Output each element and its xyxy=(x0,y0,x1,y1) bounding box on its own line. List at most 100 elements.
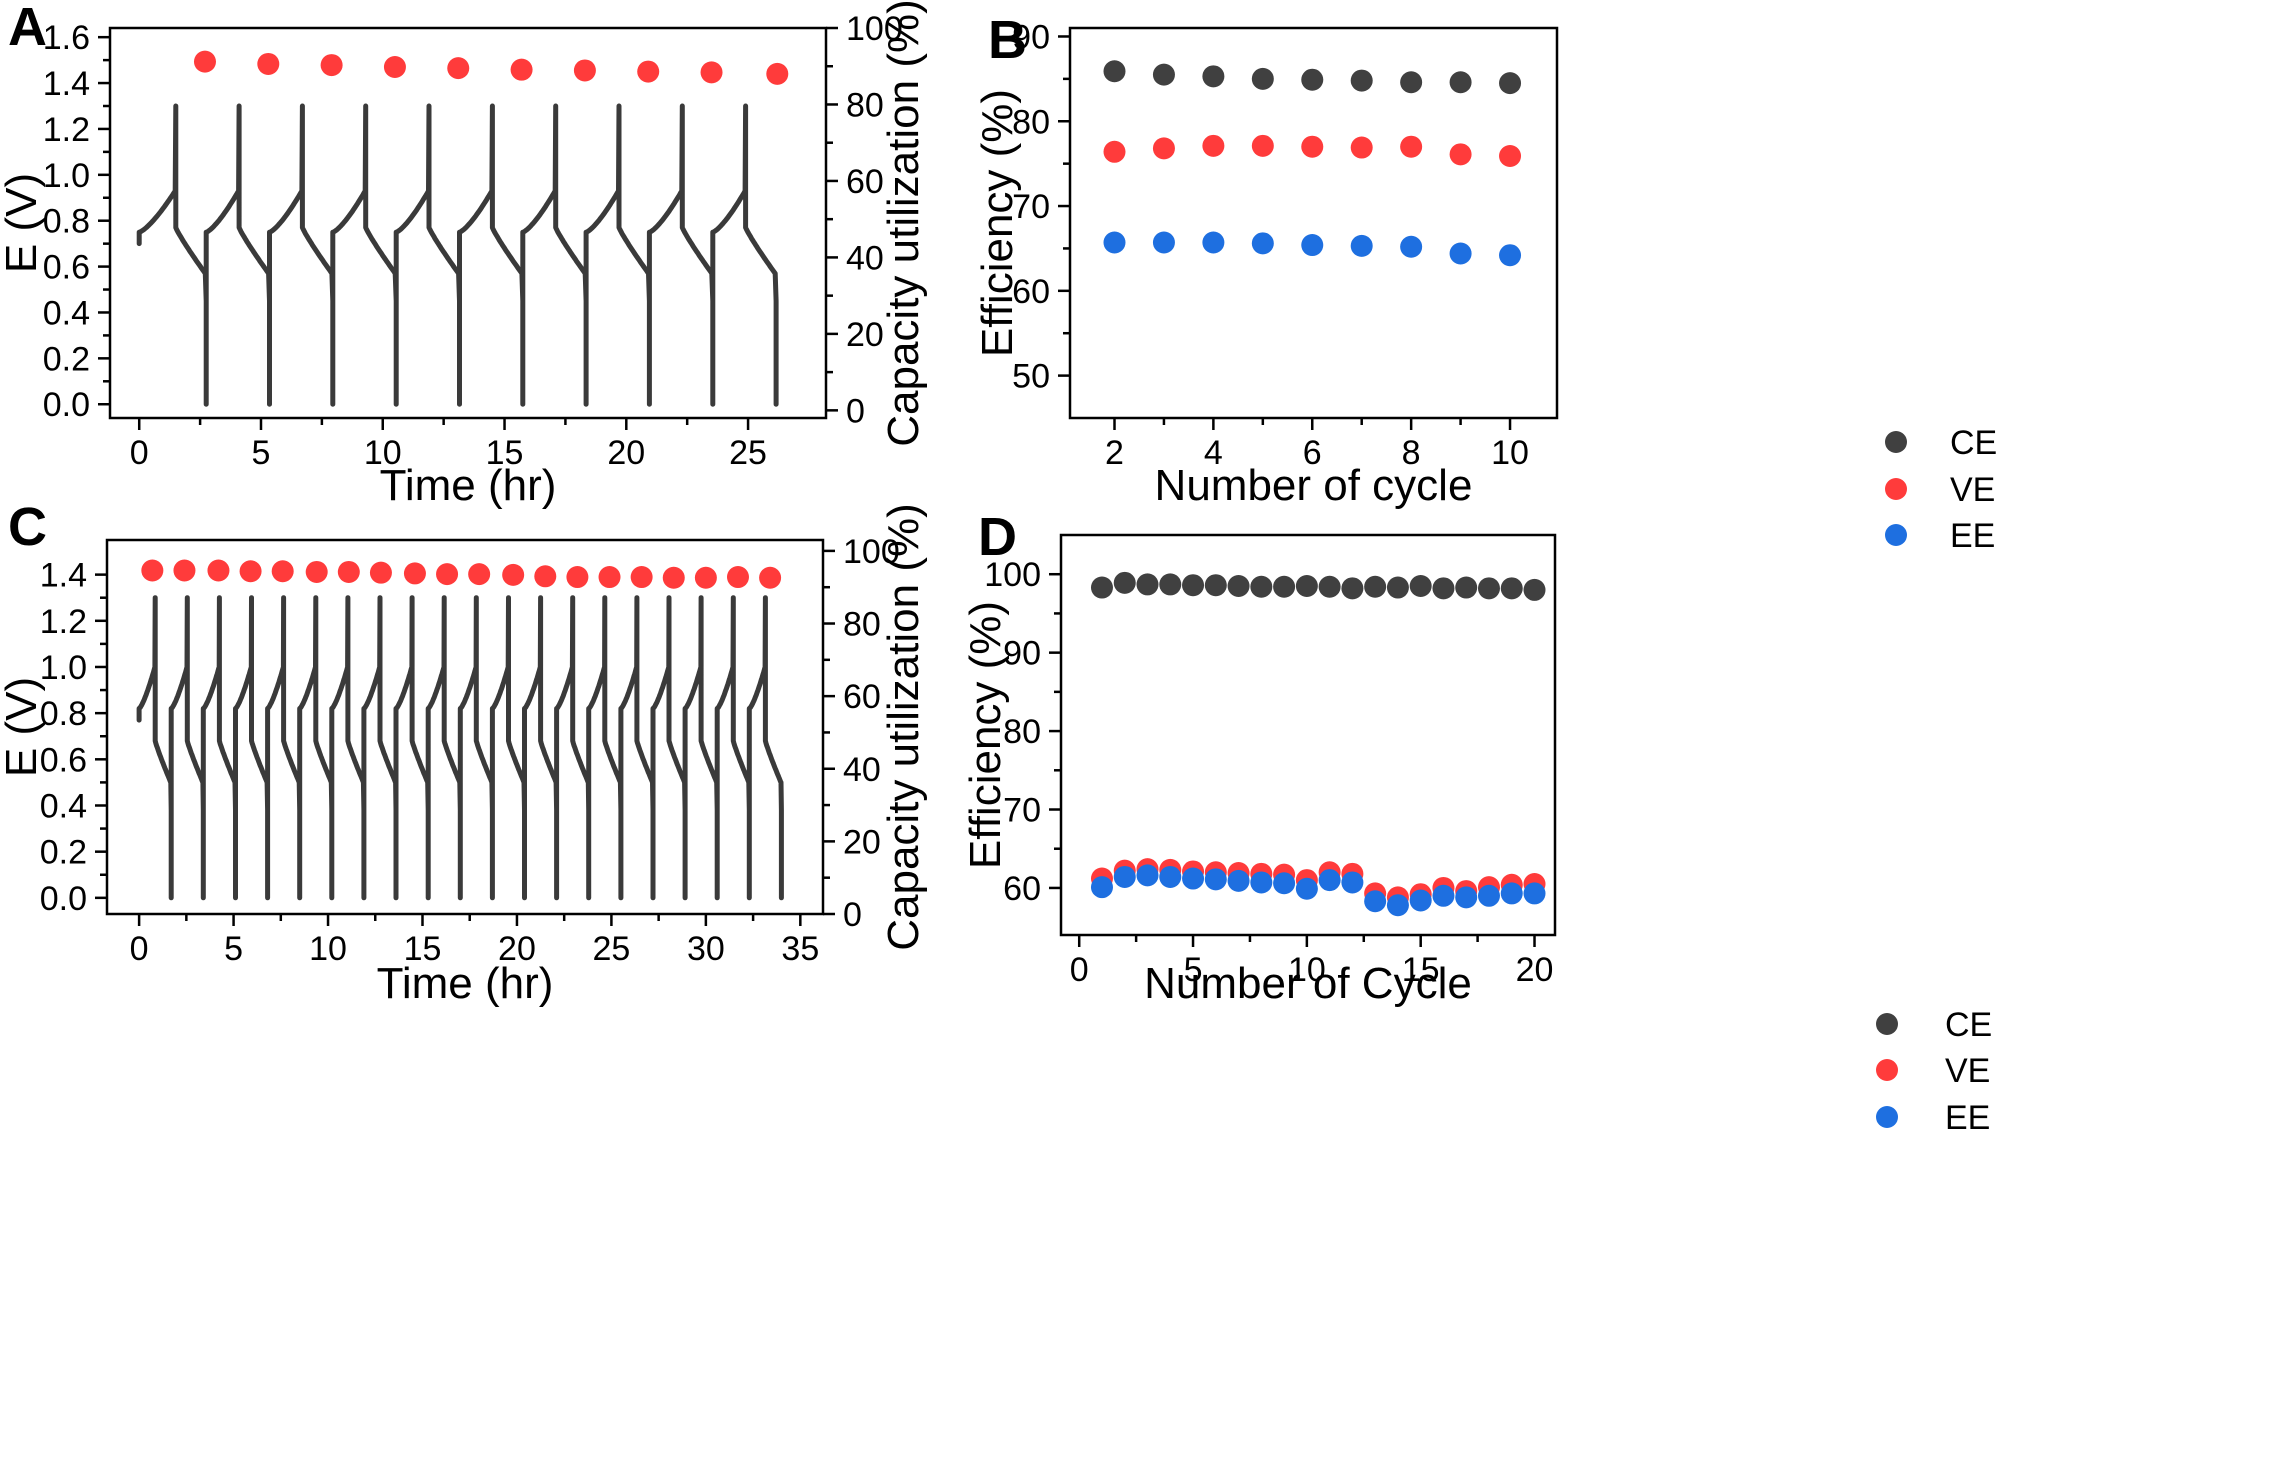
capacity-utilization-point xyxy=(193,50,216,73)
ce-point xyxy=(1090,576,1113,599)
capacity-utilization-point xyxy=(700,61,723,84)
y-tick-label: 70 xyxy=(1012,188,1050,226)
y-axis-title: E (V) xyxy=(0,173,46,273)
ee-point xyxy=(1386,894,1409,917)
ee-point xyxy=(1350,234,1373,257)
capacity-utilization-point xyxy=(573,59,596,82)
y2-tick-label: 0 xyxy=(846,392,865,430)
y-tick-label: 100 xyxy=(984,556,1041,594)
ce-point xyxy=(1159,573,1182,596)
x-tick-label: 15 xyxy=(1402,951,1440,989)
ce-point xyxy=(1523,578,1546,601)
capacity-utilization-point xyxy=(534,565,557,588)
legend-marker-ce xyxy=(1876,1013,1898,1035)
y2-tick-label: 80 xyxy=(846,86,884,124)
x-axis-title: Time (hr) xyxy=(377,959,554,1008)
capacity-utilization-point xyxy=(662,566,685,589)
y-tick-label: 0.0 xyxy=(43,386,90,424)
x-tick-label: 10 xyxy=(309,930,347,968)
x-tick-label: 20 xyxy=(1516,951,1554,989)
legend-label-ce: CE xyxy=(1950,424,1997,462)
ee-point xyxy=(1159,865,1182,888)
legend: CE VE EE xyxy=(1885,424,1997,555)
capacity-utilization-point xyxy=(239,560,262,583)
y-tick-label: 70 xyxy=(1003,792,1041,830)
ve-point xyxy=(1301,135,1324,158)
panel-d: D 0 5 10 15 20 60 70 80 90 100 Number of Cycle Effic… xyxy=(961,507,1992,1137)
y2-tick-label: 40 xyxy=(843,751,881,789)
ce-point xyxy=(1499,72,1522,95)
panel-b: B 2 4 6 8 10 50 60 70 80 90 Number of cycle Efficien… xyxy=(973,10,1997,555)
y-tick-label: 1.4 xyxy=(40,557,87,595)
x-tick-label: 25 xyxy=(592,930,630,968)
y-tick-label: 0.8 xyxy=(43,203,90,241)
capacity-utilization-point xyxy=(369,561,392,584)
y-axis-title: Efficiency (%) xyxy=(973,89,1022,357)
y2-tick-label: 60 xyxy=(843,678,881,716)
y2-tick-label: 100 xyxy=(846,10,903,48)
ve-point xyxy=(1152,137,1175,160)
ce-point xyxy=(1113,571,1136,594)
y2-tick-label: 20 xyxy=(843,823,881,861)
ce-point xyxy=(1318,575,1341,598)
y-tick-label: 0.4 xyxy=(40,787,87,825)
ee-point xyxy=(1455,886,1478,909)
ce-point xyxy=(1202,65,1225,88)
ee-point xyxy=(1318,869,1341,892)
y-tick-label: 80 xyxy=(1003,713,1041,751)
capacity-utilization-point xyxy=(447,57,470,80)
ce-point xyxy=(1432,577,1455,600)
panel-c: C 0 5 10 15 20 25 30 35 0.0 0.2 0.4 0.6 0.8 1.0 1.2 1.4 T… xyxy=(0,497,928,1008)
panel-letter-d: D xyxy=(978,507,1017,567)
x-tick-label: 5 xyxy=(224,930,243,968)
ve-point xyxy=(1449,143,1472,166)
y2-tick-label: 80 xyxy=(843,606,881,644)
ce-point xyxy=(1251,67,1274,90)
y-tick-label: 50 xyxy=(1012,358,1050,396)
ee-point xyxy=(1523,882,1546,905)
ce-point xyxy=(1386,576,1409,599)
ee-point xyxy=(1295,877,1318,900)
x-tick-label: 20 xyxy=(607,434,645,472)
legend-marker-ce xyxy=(1885,431,1907,453)
ce-point xyxy=(1409,574,1432,597)
capacity-utilization-point xyxy=(337,560,360,583)
y-tick-label: 1.0 xyxy=(43,157,90,195)
legend-label-ee: EE xyxy=(1950,517,1995,555)
ce-point xyxy=(1477,577,1500,600)
ee-point xyxy=(1182,867,1205,890)
legend-label-ve: VE xyxy=(1950,471,1995,509)
capacity-utilization-point xyxy=(510,58,533,81)
x-tick-label: 30 xyxy=(687,930,725,968)
capacity-utilization-point xyxy=(173,559,196,582)
x-tick-label: 5 xyxy=(1184,951,1203,989)
y-tick-label: 0.8 xyxy=(40,695,87,733)
panel-letter-c: C xyxy=(8,497,47,557)
ce-point xyxy=(1500,577,1523,600)
y-tick-label: 0.2 xyxy=(40,834,87,872)
y-tick-label: 1.2 xyxy=(43,111,90,149)
capacity-utilization-point xyxy=(694,566,717,589)
ce-point xyxy=(1204,574,1227,597)
ee-point xyxy=(1136,864,1159,887)
legend-marker-ee xyxy=(1885,524,1907,546)
ee-point xyxy=(1103,231,1126,254)
plot-frame xyxy=(108,26,828,420)
x-axis-title: Number of Cycle xyxy=(1144,959,1472,1008)
y-tick-label: 90 xyxy=(1003,635,1041,673)
capacity-utilization-point xyxy=(566,566,589,589)
y-tick-label: 1.0 xyxy=(40,649,87,687)
ce-point xyxy=(1182,574,1205,597)
ve-point xyxy=(1202,134,1225,157)
ee-point xyxy=(1273,872,1296,895)
x-tick-label: 10 xyxy=(1288,951,1326,989)
y-tick-label: 0.6 xyxy=(40,741,87,779)
x-axis-title: Time (hr) xyxy=(380,461,557,510)
y2-axis-title: Capacity utilization (%) xyxy=(879,503,928,951)
legend-marker-ee xyxy=(1876,1106,1898,1128)
legend-marker-ve xyxy=(1876,1059,1898,1081)
y-tick-label: 1.6 xyxy=(43,19,90,57)
capacity-utilization-point xyxy=(726,566,749,589)
ce-point xyxy=(1350,69,1373,92)
legend: CE VE EE xyxy=(1876,1006,1992,1137)
